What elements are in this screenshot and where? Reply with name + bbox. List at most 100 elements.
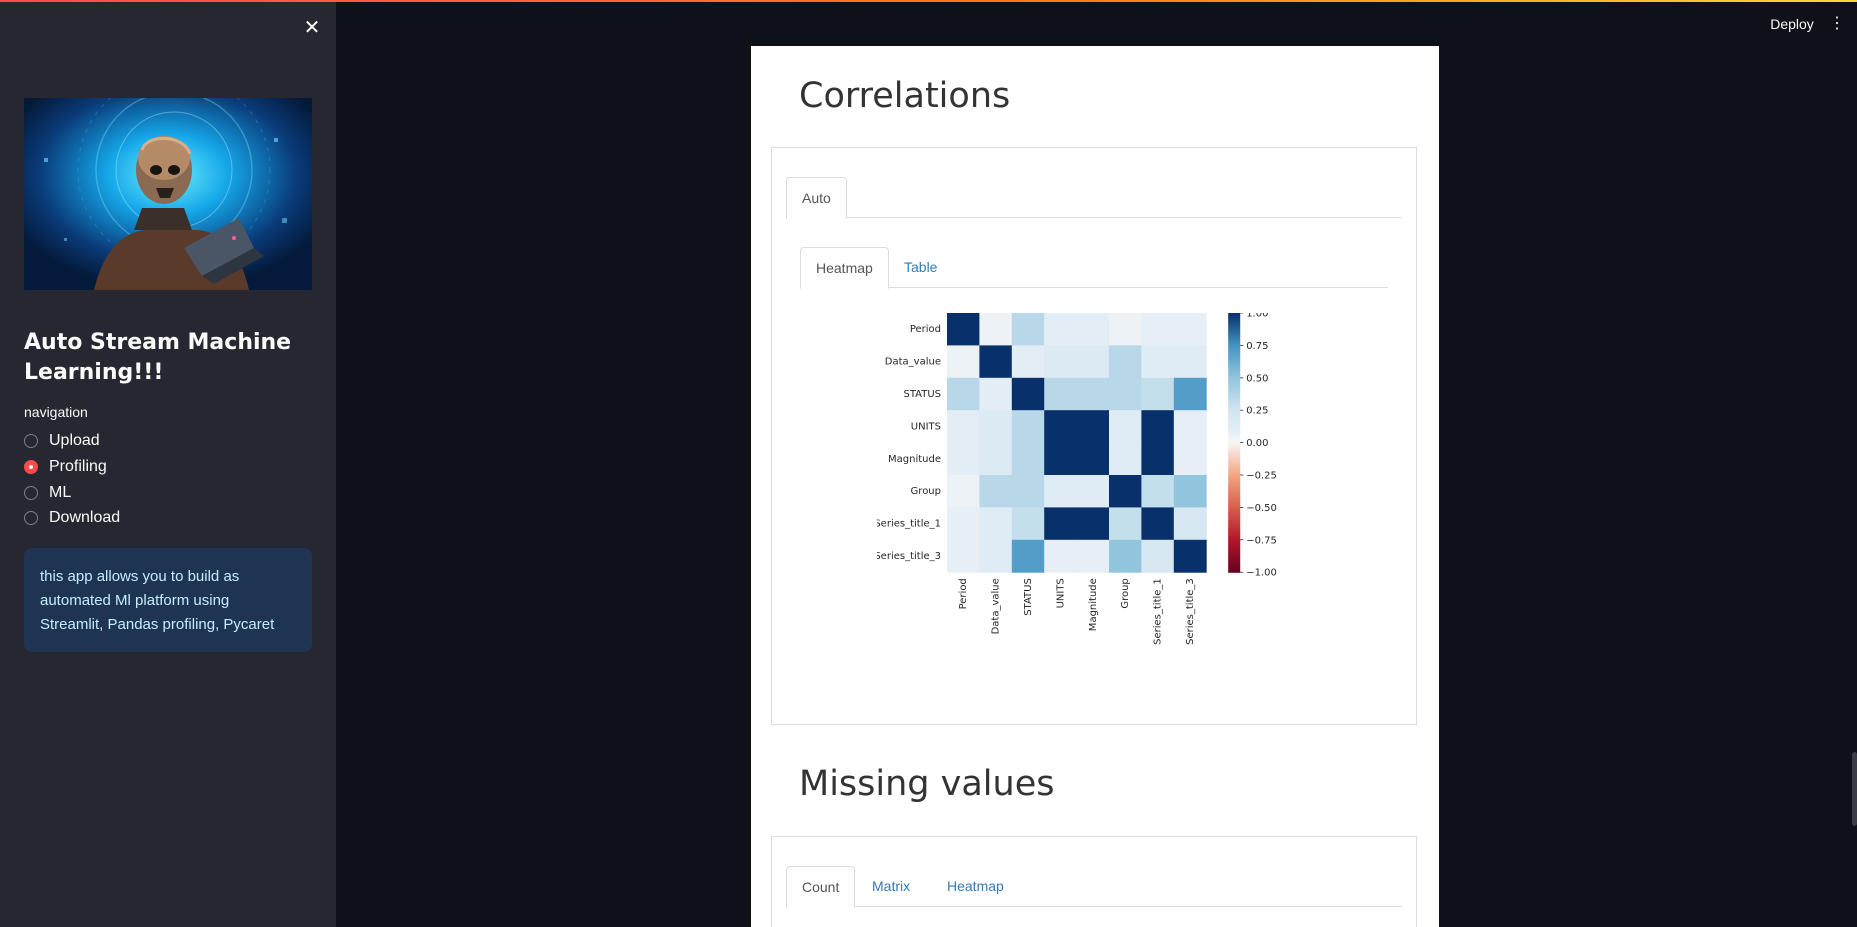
tab-count[interactable]: Count	[786, 866, 856, 908]
colorbar-tick-label: 1.00	[1246, 313, 1268, 320]
nav-radio-upload[interactable]: Upload	[24, 430, 100, 452]
heatmap-cell	[1173, 539, 1207, 573]
colorbar-segment	[1228, 465, 1241, 470]
heatmap-cell	[1173, 442, 1207, 476]
colorbar-segment	[1228, 491, 1241, 496]
navigation-label: navigation	[24, 404, 88, 420]
heatmap-col-label: UNITS	[1055, 578, 1066, 608]
heatmap-row-label: STATUS	[903, 389, 941, 400]
colorbar-segment	[1228, 408, 1241, 413]
heatmap-cell	[947, 475, 980, 508]
heatmap-cell	[1173, 377, 1207, 411]
colorbar-segment	[1228, 434, 1241, 439]
nav-radio-profiling[interactable]: Profiling	[24, 456, 107, 478]
heatmap-cell	[1076, 442, 1110, 476]
colorbar-segment	[1228, 432, 1241, 436]
heatmap-cell	[1076, 410, 1110, 444]
tab-auto[interactable]: Auto	[786, 177, 847, 219]
colorbar-tick-label: −0.50	[1246, 503, 1277, 514]
colorbar-segment	[1228, 471, 1241, 475]
colorbar-segment	[1228, 517, 1241, 521]
heatmap-cell	[1109, 313, 1142, 346]
tab-table[interactable]: Table	[904, 259, 938, 275]
colorbar-segment	[1228, 564, 1241, 568]
heatmap-cell	[1044, 410, 1078, 444]
tab-matrix[interactable]: Matrix	[872, 878, 911, 894]
page-scrollbar[interactable]	[1852, 752, 1857, 826]
colorbar-segment	[1228, 447, 1241, 451]
colorbar-segment	[1228, 328, 1241, 332]
colorbar-tick-label: −1.00	[1246, 568, 1277, 579]
missing-values-panel: Count Matrix Heatmap	[771, 836, 1417, 927]
heatmap-cell	[1109, 539, 1142, 573]
colorbar-tick-label: 0.75	[1246, 341, 1268, 352]
colorbar-segment	[1228, 419, 1241, 423]
kebab-menu-icon[interactable]: ⋮	[1829, 15, 1845, 32]
colorbar-segment	[1228, 559, 1241, 563]
colorbar-segment	[1228, 325, 1241, 330]
colorbar-segment	[1228, 349, 1241, 353]
heatmap-cell	[1141, 442, 1175, 476]
colorbar-segment	[1228, 458, 1241, 462]
heatmap-cell	[1011, 507, 1045, 541]
colorbar-segment	[1228, 530, 1241, 534]
nav-option-label: Profiling	[49, 458, 107, 475]
colorbar-segment	[1228, 442, 1241, 446]
colorbar-segment	[1228, 437, 1241, 441]
profiling-report: Correlations Auto Heatmap Table Period Pe…	[751, 46, 1439, 927]
hero-image	[24, 98, 312, 290]
nav-option-label: Upload	[49, 432, 100, 449]
colorbar-segment	[1228, 429, 1241, 433]
radio-button-icon[interactable]	[24, 486, 38, 500]
deploy-button[interactable]: Deploy	[1770, 16, 1814, 32]
heatmap-row-label: Data_value	[885, 357, 941, 368]
colorbar-segment	[1228, 411, 1241, 415]
heatmap-row-label: Series_title_1	[877, 519, 941, 530]
heatmap-cell	[1173, 475, 1207, 508]
colorbar-segment	[1228, 551, 1241, 555]
colorbar-segment	[1228, 455, 1241, 459]
heatmap-cell	[1141, 377, 1175, 411]
heatmap-cell	[1011, 313, 1045, 346]
heatmap-cell	[947, 410, 980, 444]
colorbar-segment	[1228, 427, 1241, 431]
heatmap-col-label: Group	[1120, 578, 1131, 608]
colorbar-segment	[1228, 460, 1241, 464]
nav-radio-ml[interactable]: ML	[24, 482, 71, 504]
heatmap-row-label: Magnitude	[888, 454, 941, 465]
close-icon[interactable]: ✕	[303, 17, 321, 39]
correlations-panel: Auto Heatmap Table Period Period Data_valu…	[771, 147, 1417, 725]
heatmap-cell	[1109, 507, 1142, 541]
heatmap-cell	[1173, 410, 1207, 444]
colorbar-tick-label: 0.50	[1246, 373, 1268, 384]
heatmap-cell	[979, 539, 1013, 573]
colorbar-segment	[1228, 543, 1241, 547]
heatmap-cell	[1044, 313, 1078, 346]
colorbar-segment	[1228, 486, 1241, 490]
heatmap-cell	[1109, 345, 1142, 379]
colorbar-segment	[1228, 541, 1241, 545]
heatmap-cell	[1109, 475, 1142, 508]
nav-radio-download[interactable]: Download	[24, 507, 120, 529]
correlations-outer-tabbar: Auto	[786, 148, 1402, 219]
colorbar-segment	[1228, 364, 1241, 369]
colorbar-segment	[1228, 440, 1241, 444]
radio-button-icon[interactable]	[24, 434, 38, 448]
colorbar-segment	[1228, 535, 1241, 540]
heatmap-cell	[1109, 377, 1142, 411]
heatmap-cell	[947, 442, 980, 476]
colorbar-tick-label: 0.25	[1246, 406, 1268, 417]
colorbar-segment	[1228, 393, 1241, 397]
colorbar-segment	[1228, 473, 1241, 477]
colorbar-segment	[1228, 370, 1241, 374]
tab-heatmap[interactable]: Heatmap	[800, 247, 889, 289]
heatmap-row-label: UNITS	[911, 421, 941, 432]
radio-button-selected-icon[interactable]	[24, 460, 38, 474]
radio-button-icon[interactable]	[24, 511, 38, 525]
heatmap-cell	[979, 377, 1013, 411]
tab-missing-heatmap[interactable]: Heatmap	[947, 878, 1004, 894]
colorbar-segment	[1228, 481, 1241, 485]
colorbar-segment	[1228, 512, 1241, 516]
heatmap-cell	[1044, 475, 1078, 508]
heatmap-cell	[979, 442, 1013, 476]
